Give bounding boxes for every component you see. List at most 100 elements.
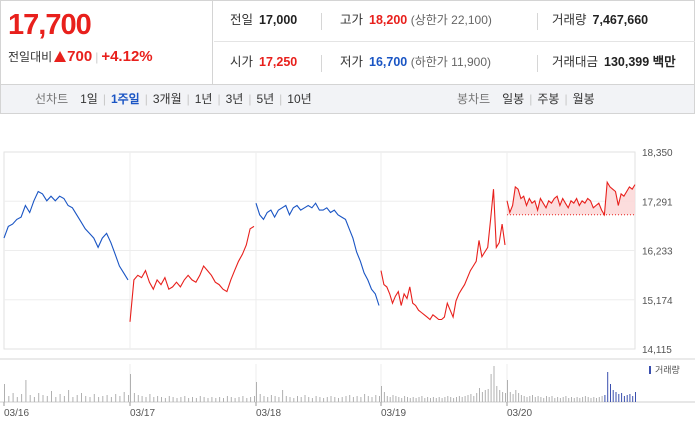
volume-bar [12,393,14,402]
volume-bar [188,398,190,402]
price-lines [3,180,636,322]
tab-10years[interactable]: 10년 [287,92,312,106]
tab-weekly-candle[interactable]: 주봉 [537,92,560,106]
volume-bar [559,398,561,402]
volume-bar [164,398,166,402]
above-reference-area [507,182,635,215]
volume-bar [207,398,209,402]
volume-bar [450,397,452,402]
volume-bar [626,395,628,402]
volume-bar [427,397,429,402]
volume-bar [242,396,244,402]
volume-bar [604,395,606,402]
volume-bar [505,393,506,402]
line-chart-tabs: 선차트 1일 | 1주일 | 3개월 | 1년 | 3년 | 5년 | 10년 [35,92,312,106]
stat-key: 시가 [230,55,254,69]
volume-bar [29,395,31,402]
volume-bar [349,395,351,402]
volume-bar [59,394,61,402]
volume-bar [211,397,213,402]
volume-bar [438,397,440,402]
volume-bar [409,398,411,402]
volume-bar [520,395,522,402]
volume-bar [110,397,112,402]
volume-bar [93,394,95,402]
tab-1day[interactable]: 1일 [80,92,98,106]
volume-bar [496,386,498,402]
x-tick-label: 03/16 [4,408,29,419]
volume-bar [398,397,400,402]
volume-bar [383,392,385,402]
volume-bar [565,396,567,402]
stat-prev-close: 전일 17,000 [230,1,297,42]
volume-bar [219,397,221,402]
volume-bar [270,395,272,402]
volume-bar [386,396,388,402]
volume-bar [311,398,313,402]
volume-bar [55,397,57,402]
volume-bar [484,390,486,402]
volume-bar [490,374,492,402]
volume-bar [250,397,252,402]
price-line-03-20 [506,180,636,217]
price-line-03-17 [129,225,255,322]
volume-bar [364,394,366,402]
stat-key: 거래대금 [552,55,599,69]
volume-bar [356,396,358,402]
x-tick-label: 03/20 [507,408,532,419]
volume-bar [153,397,155,402]
volume-bar [4,384,5,402]
volume-bar [63,396,65,402]
tab-3months[interactable]: 3개월 [152,92,182,106]
volume-bar [128,395,129,402]
volume-bar [115,394,117,402]
divider [537,13,538,30]
tab-monthly-candle[interactable]: 월봉 [572,92,595,106]
volume-bar [407,397,408,402]
volume-bar [432,397,434,402]
price-line-03-19 [380,189,506,321]
volume-bar [441,398,443,402]
volume-bar [371,397,373,402]
volume-bar [226,396,228,402]
y-tick-label: 18,350 [642,148,673,159]
stat-key: 저가 [340,55,364,69]
stat-value: 17,250 [259,55,298,69]
volume-bar [487,389,489,402]
candle-chart-tabs: 봉차트 일봉 | 주봉 | 월봉 [457,92,595,106]
tab-1week[interactable]: 1주일 [110,92,140,106]
volume-bar [21,394,23,402]
volume-bar [234,398,236,402]
volume-bar [635,392,636,402]
volume-bar [315,396,317,402]
volume-bar [72,397,74,402]
volume-bar [230,397,232,402]
x-tick-label: 03/19 [381,408,406,419]
volume-bar [51,391,52,402]
volume-bar [526,397,528,402]
volume-bar [435,398,437,402]
volume-bar [330,396,332,402]
volume-bar [534,397,536,402]
volume-bar [285,396,287,402]
volume-bar [424,398,426,402]
volume-bar [447,396,449,402]
tab-5years[interactable]: 5년 [256,92,275,106]
volume-bar [256,382,257,402]
volume-bar [161,397,162,402]
volume-bar [130,374,131,402]
volume-bar [557,397,559,402]
tab-daily-candle[interactable]: 일봉 [502,92,525,106]
chart-grid [0,151,695,403]
volume-bar [123,392,125,402]
volume-bar [401,398,403,402]
volume-bar [389,397,391,402]
volume-bar [192,397,193,402]
tab-3years[interactable]: 3년 [225,92,244,106]
tab-1year[interactable]: 1년 [194,92,213,106]
current-price: 17,700 [8,9,92,41]
volume-bar [551,396,553,402]
stat-value: 7,467,660 [592,13,649,27]
volume-bar [338,398,339,402]
